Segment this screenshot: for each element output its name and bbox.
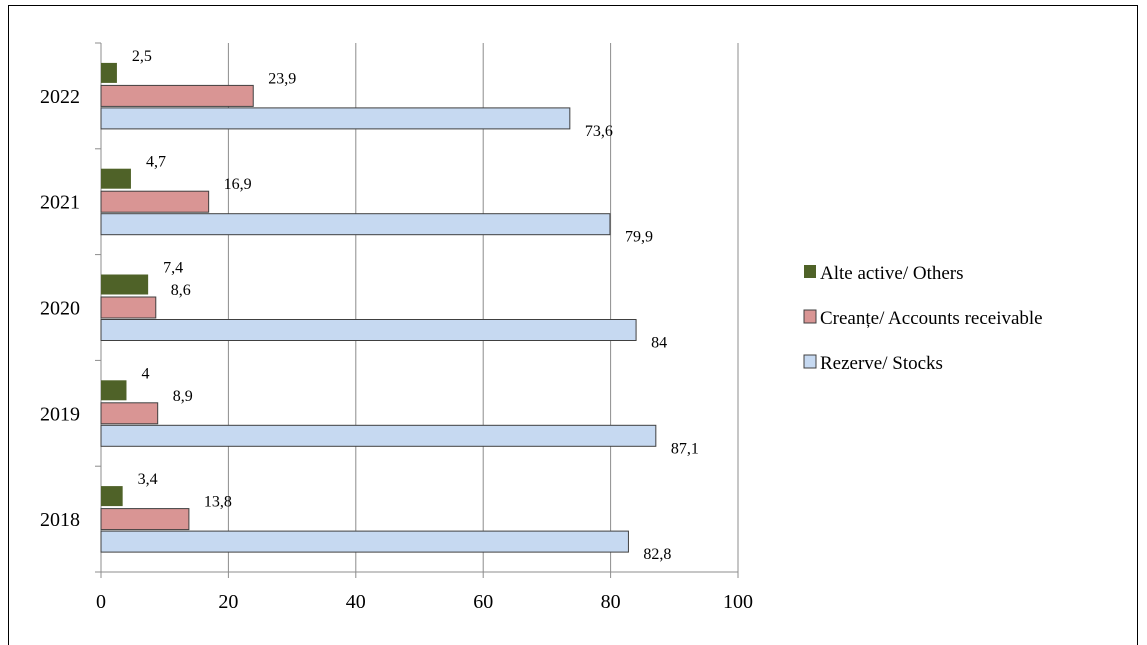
bar — [100, 213, 611, 236]
data-label: 84 — [651, 335, 667, 352]
y-tick-label: 2020 — [40, 298, 80, 320]
bar — [100, 530, 629, 553]
x-tick-label: 40 — [346, 591, 366, 613]
bar — [101, 62, 117, 83]
data-label: 82,8 — [643, 546, 671, 563]
x-tick-label: 100 — [723, 591, 753, 613]
bar — [100, 84, 254, 107]
legend-label: Creanțe/ Accounts receivable — [820, 308, 1043, 329]
bar — [101, 486, 123, 507]
legend-label: Rezerve/ Stocks — [820, 353, 943, 374]
bar — [100, 508, 190, 531]
legend-label: Alte active/ Others — [820, 263, 964, 284]
y-tick-label: 2018 — [40, 509, 80, 531]
data-label: 16,9 — [224, 176, 252, 193]
bar-chart: 0 20 40 60 80 100 2018 3,4 13,8 82,8 2019 4 8,9 87,1 2… — [40, 42, 1043, 613]
y-tick-label: 2019 — [40, 403, 80, 425]
bar — [100, 296, 157, 319]
data-label: 8,6 — [171, 282, 191, 299]
data-label: 79,9 — [625, 229, 653, 246]
data-label: 73,6 — [585, 123, 613, 140]
data-label: 8,9 — [173, 388, 193, 405]
y-tick-label: 2021 — [40, 192, 80, 214]
x-tick-label: 60 — [473, 591, 493, 613]
bar — [100, 190, 210, 213]
bar — [100, 319, 637, 341]
data-label: 3,4 — [138, 471, 158, 488]
bar — [100, 424, 657, 447]
legend-swatch — [803, 354, 817, 369]
y-tick-label: 2022 — [40, 86, 80, 108]
legend-swatch — [804, 265, 816, 278]
bar — [101, 168, 131, 189]
data-label: 4,7 — [146, 154, 166, 171]
data-label: 13,8 — [204, 494, 232, 511]
data-label: 4 — [141, 365, 149, 382]
bar — [100, 107, 571, 130]
bar — [101, 380, 127, 401]
legend-swatch — [803, 309, 817, 324]
data-label: 7,4 — [163, 260, 183, 277]
data-label: 23,9 — [268, 70, 296, 87]
data-label: 87,1 — [671, 440, 699, 457]
bar — [100, 402, 159, 425]
data-label: 2,5 — [132, 48, 152, 65]
bar — [101, 274, 149, 295]
x-tick-label: 20 — [218, 591, 238, 613]
x-tick-label: 0 — [96, 591, 106, 613]
x-tick-label: 80 — [601, 591, 621, 613]
